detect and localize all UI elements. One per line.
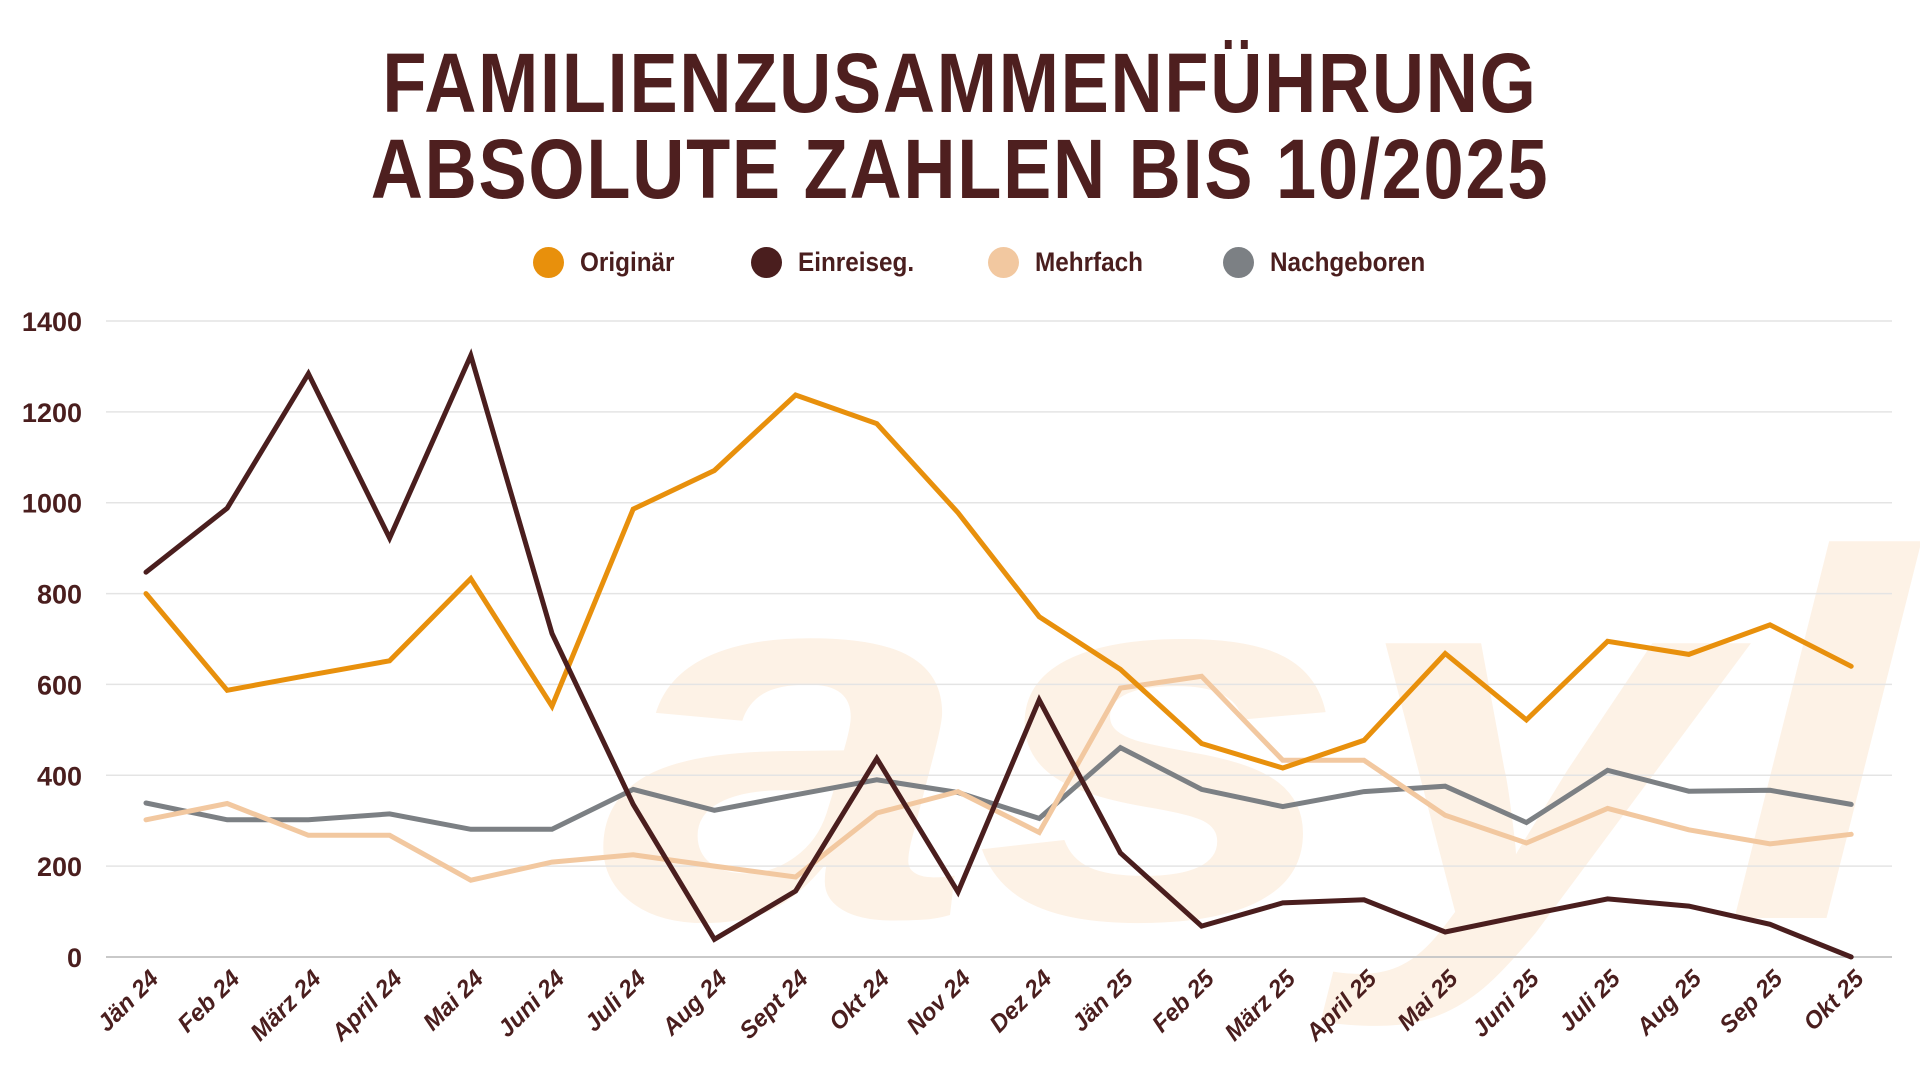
y-tick-label: 1000 [22,489,82,519]
x-tick-label: Mai 24 [418,965,489,1036]
legend-label: Originär [580,246,675,277]
legend-label: Nachgeboren [1270,246,1426,277]
y-tick-label: 1200 [22,398,82,428]
y-tick-label: 600 [37,670,82,700]
series-line-originr[interactable] [143,392,1854,771]
title-line-2: ABSOLUTE ZAHLEN BIS 10/2025 [370,122,1550,216]
x-tick-label: Juni 24 [493,965,571,1043]
y-tick-label: 200 [37,852,82,882]
legend-item-mehrfach[interactable]: Mehrfach [988,244,1155,280]
x-tick-label: April 24 [326,965,408,1047]
legend-dot-icon [1223,246,1254,278]
y-tick-label: 1400 [22,307,82,337]
legend-dot-icon [988,246,1019,278]
legend-dot-icon [751,246,782,278]
y-axis: 0 200 400 600 800 1000 1200 1400 [22,307,82,973]
chart-title: FAMILIENZUSAMMENFÜHRUNG ABSOLUTE ZAHLEN … [0,40,1920,212]
series-line-nachgeboren[interactable] [143,744,1854,832]
series-line-einreiseg[interactable] [143,348,1854,960]
legend-label: Einreiseg. [798,246,915,277]
legend-item-originaer[interactable]: Originär [533,244,685,280]
gridlines [106,320,1892,958]
y-tick-label: 0 [67,943,82,973]
title-line-1: FAMILIENZUSAMMENFÜHRUNG [382,36,1538,130]
legend-item-einreiseg[interactable]: Einreiseg. [751,244,927,280]
plot-area [143,348,1854,960]
y-tick-label: 800 [37,580,82,610]
x-tick-label: März 24 [245,965,326,1046]
y-tick-label: 400 [37,761,82,791]
legend-dot-icon [533,246,564,278]
legend-item-nachgeboren[interactable]: Nachgeboren [1223,244,1443,280]
x-tick-label: Feb 24 [173,965,246,1038]
legend: Originär Einreiseg. Mehrfach Nachgeboren [0,244,1920,280]
x-tick-label: Jän 24 [92,965,164,1037]
series-line-mehrfach[interactable] [143,673,1854,883]
legend-label: Mehrfach [1035,246,1144,277]
